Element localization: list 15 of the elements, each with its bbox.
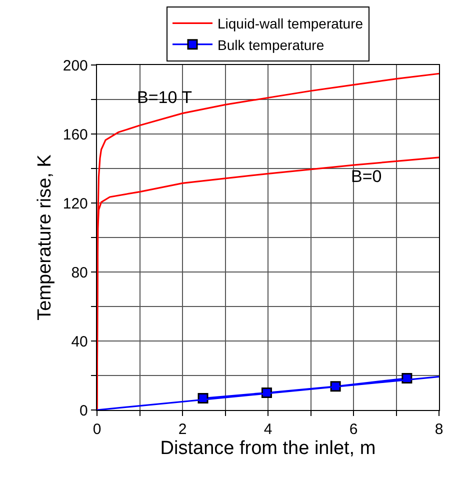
y-tick-label: 80: [71, 264, 88, 282]
y-axis-title: Temperature rise, K: [34, 154, 56, 320]
legend-label: Liquid-wall temperature: [218, 16, 364, 32]
x-tick-label: 6: [349, 421, 358, 438]
x-tick-label: 4: [264, 421, 272, 438]
y-tick-label: 160: [62, 126, 88, 144]
y-tick-label: 120: [62, 195, 88, 212]
x-tick-label: 8: [434, 421, 444, 438]
y-tick-label: 200: [62, 57, 88, 74]
y-tick-label: 40: [71, 333, 88, 350]
y-tick-label: 0: [80, 402, 88, 420]
x-tick-label: 0: [92, 421, 102, 438]
legend-label: Bulk temperature: [218, 36, 324, 53]
x-tick-label: 2: [178, 421, 187, 438]
x-axis-title: Distance from the inlet, m: [160, 438, 376, 460]
